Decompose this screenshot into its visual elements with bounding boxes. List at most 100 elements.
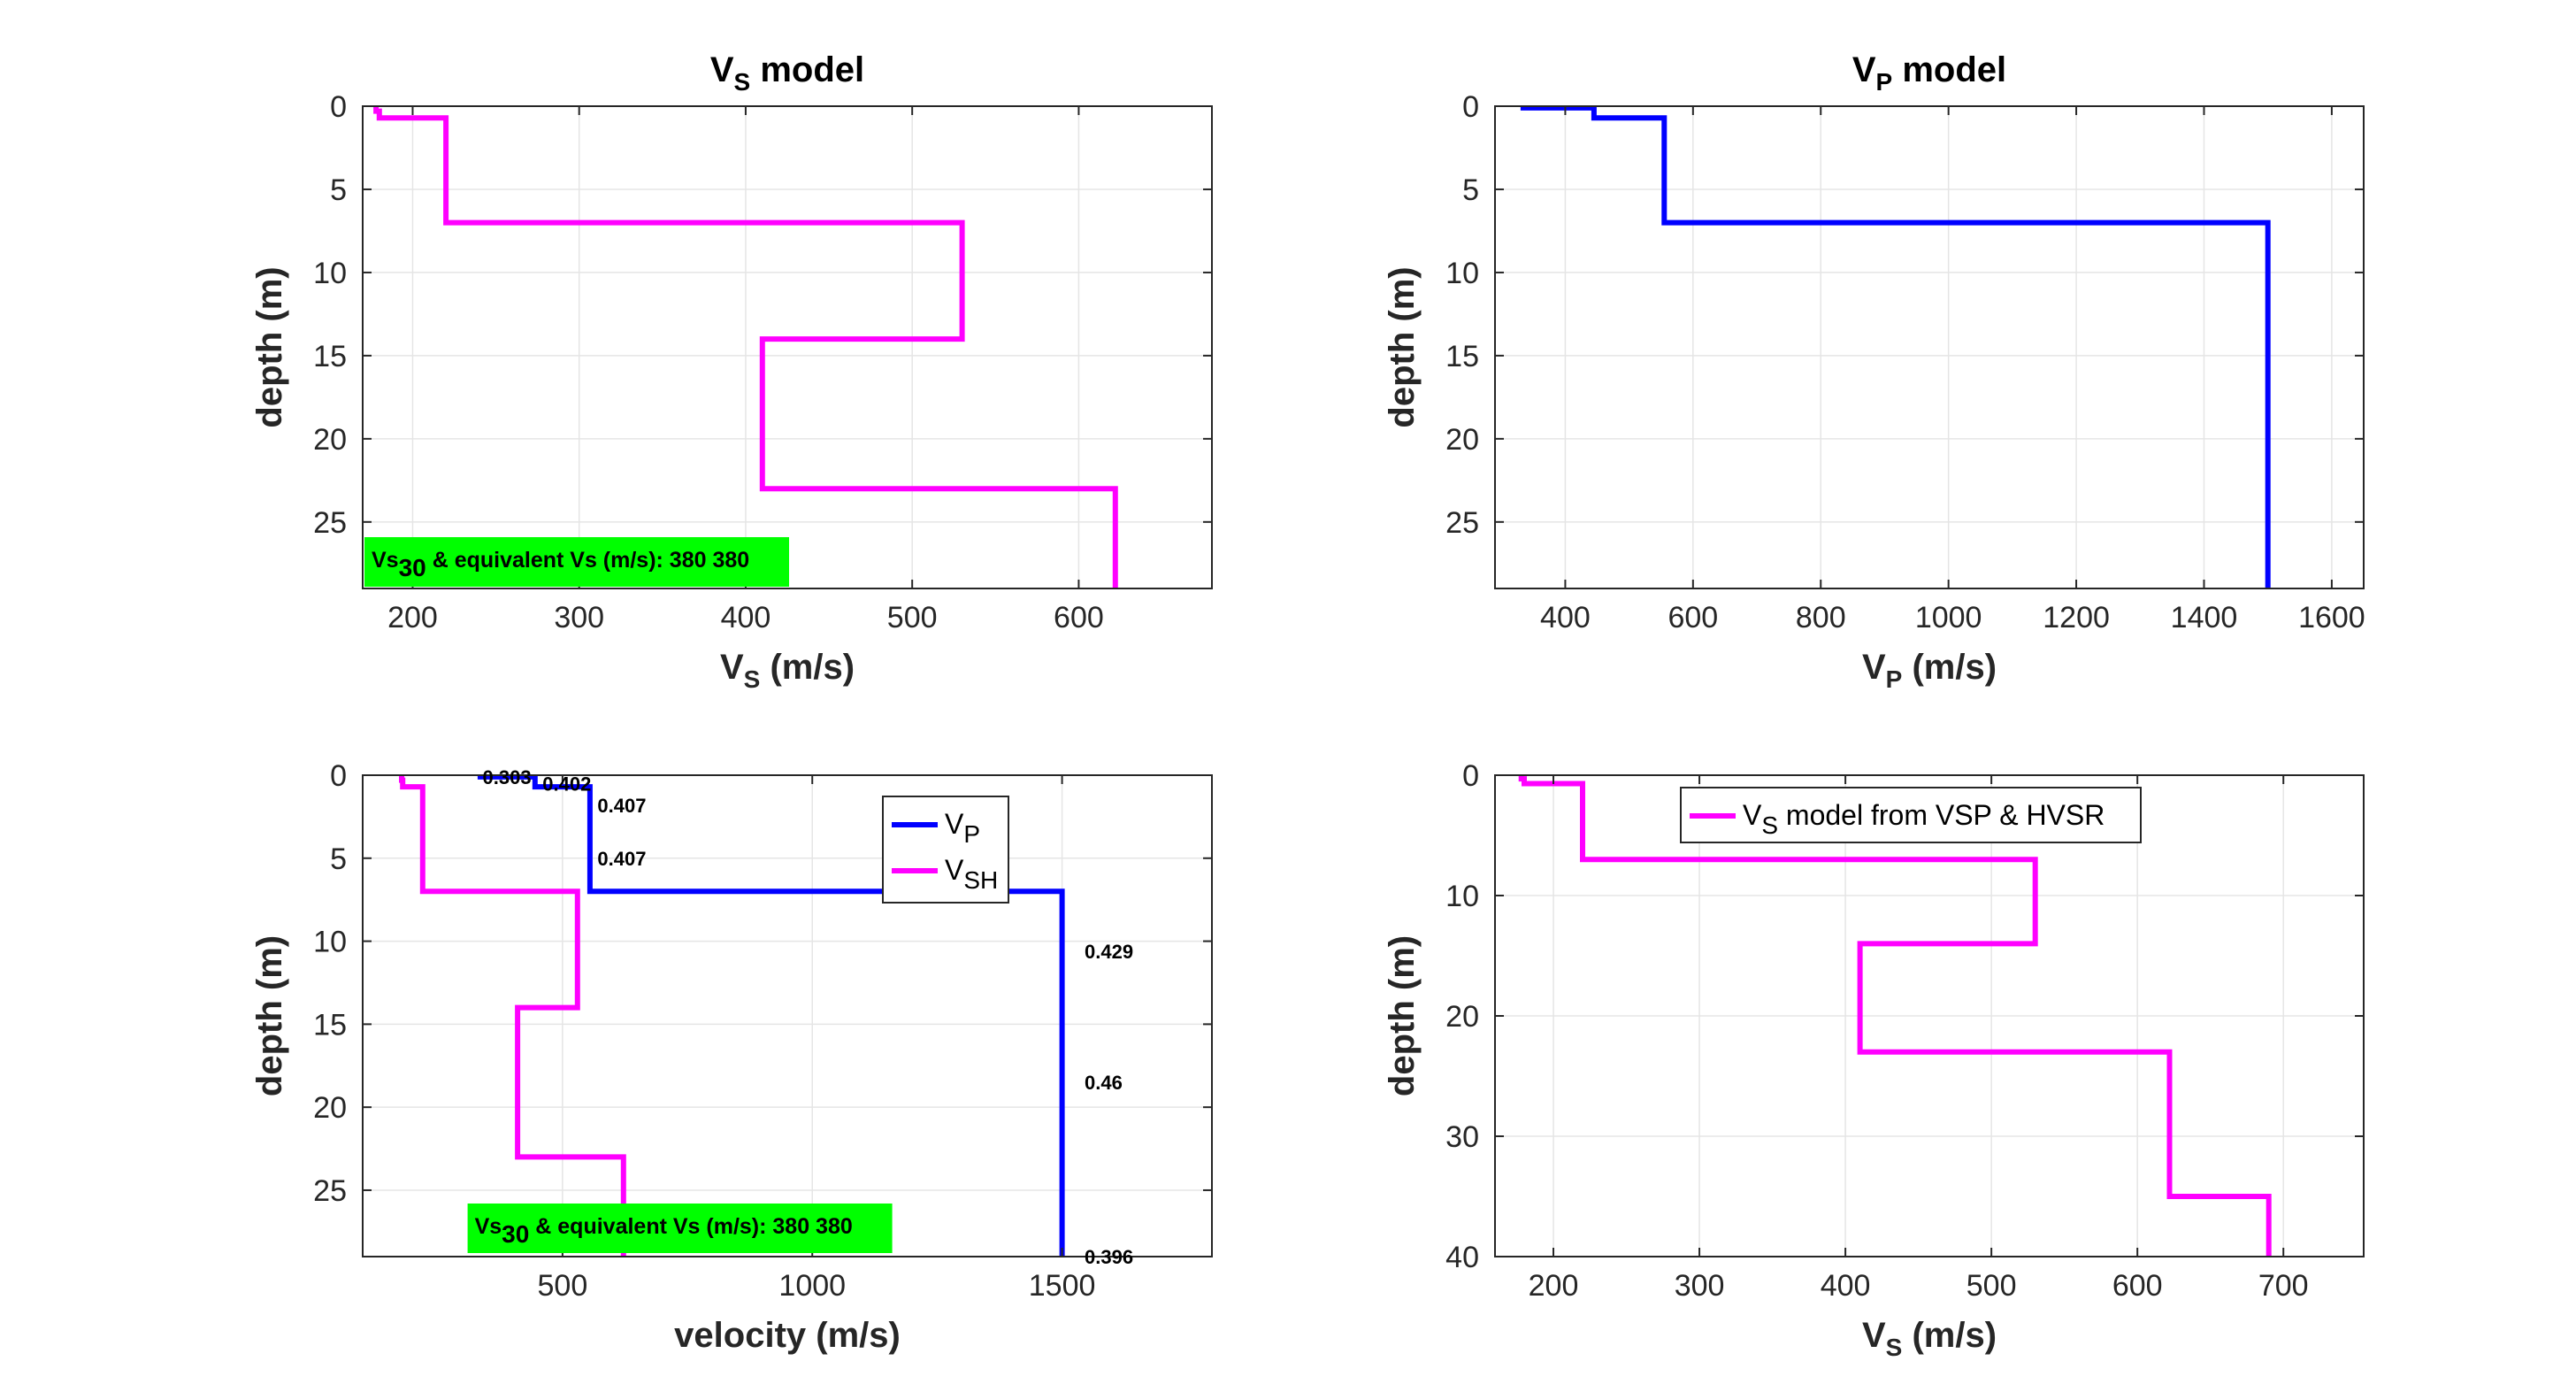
- x-axis-label-sub: S: [744, 665, 761, 693]
- y-tick-label: 20: [313, 423, 347, 457]
- x-axis-label: VP (m/s): [1862, 648, 1997, 693]
- data-annotation: 0.407: [597, 848, 646, 870]
- legend-label: VSH: [945, 854, 998, 894]
- x-axis-label-sub: S: [1886, 1334, 1903, 1361]
- series-line-1: [1520, 106, 2271, 588]
- plot-area: [1495, 106, 2364, 588]
- x-tick-label: 600: [2112, 1269, 2163, 1303]
- plot-area: [363, 775, 1212, 1257]
- legend-label: VP: [945, 808, 980, 848]
- x-tick-label: 400: [721, 601, 771, 634]
- x-tick-label: 1500: [1029, 1269, 1096, 1303]
- x-tick-label: 300: [554, 601, 604, 634]
- axes-frame: [1494, 105, 2365, 589]
- y-axis-label: depth (m): [250, 266, 289, 427]
- x-tick-label: 600: [1054, 601, 1104, 634]
- x-tick-label: 1600: [2298, 601, 2365, 634]
- vs30-box-label-main: Vs: [475, 1214, 502, 1239]
- series-line-1: [477, 775, 1065, 1257]
- legend-box: [1680, 787, 2142, 843]
- legend-label: VS model from VSP & HVSR: [1743, 799, 2104, 839]
- y-tick-label: 40: [1445, 1241, 1479, 1274]
- y-tick-label: 10: [313, 926, 347, 959]
- vs30-box: [467, 1204, 893, 1253]
- y-tick-label: 25: [1445, 506, 1479, 540]
- series-line-1: [1518, 775, 2272, 1257]
- y-tick-label: 0: [1462, 90, 1479, 124]
- x-axis-label-main: velocity (m/s): [674, 1316, 901, 1355]
- data-annotation: 0.407: [597, 795, 646, 817]
- vs30-box: [364, 537, 789, 587]
- x-tick-label: 1000: [778, 1269, 846, 1303]
- y-tick-label: 25: [313, 506, 347, 540]
- y-tick-label: 5: [330, 173, 347, 207]
- y-axis-label: depth (m): [1383, 935, 1422, 1096]
- y-axis-label: depth (m): [1383, 266, 1422, 427]
- x-tick-label: 400: [1540, 601, 1591, 634]
- y-tick-label: 25: [313, 1174, 347, 1208]
- y-axis-label: depth (m): [250, 935, 289, 1096]
- legend-label-sub: S: [1761, 811, 1778, 839]
- y-tick-label: 15: [313, 1008, 347, 1042]
- vs30-box-label-sub: 30: [502, 1220, 529, 1248]
- x-tick-label: 200: [387, 601, 438, 634]
- x-axis-label-main: V: [720, 648, 744, 687]
- x-tick-label: 200: [1529, 1269, 1579, 1303]
- x-axis-label-rest: (m/s): [1902, 648, 1997, 687]
- data-annotation: 0.396: [1085, 1246, 1133, 1268]
- chart-title-rest: model: [1892, 50, 2006, 89]
- y-tick-label: 20: [313, 1091, 347, 1125]
- data-annotation: 0.402: [542, 773, 591, 795]
- data-annotation: 0.46: [1085, 1072, 1123, 1094]
- x-tick-label: 1400: [2171, 601, 2238, 634]
- vs30-box-label-rest: & equivalent Vs (m/s): 380 380: [529, 1214, 852, 1239]
- x-tick-label: 800: [1796, 601, 1846, 634]
- x-tick-label: 1000: [1915, 601, 1982, 634]
- plot-area: [363, 106, 1212, 588]
- legend-box: [882, 796, 1009, 904]
- x-axis-label: VS (m/s): [1862, 1316, 1997, 1361]
- y-tick-label: 10: [1445, 880, 1479, 913]
- y-tick-label: 20: [1445, 1000, 1479, 1034]
- y-tick-label: 10: [313, 257, 347, 290]
- y-tick-label: 10: [1445, 257, 1479, 290]
- vs30-box-label-rest: & equivalent Vs (m/s): 380 380: [426, 548, 749, 573]
- y-tick-label: 5: [1462, 173, 1479, 207]
- x-axis-label-main: V: [1862, 648, 1886, 687]
- chart-title-main: V: [1852, 50, 1876, 89]
- series-line-1: [373, 106, 1118, 588]
- y-tick-label: 15: [313, 340, 347, 373]
- x-axis-label: VS (m/s): [720, 648, 855, 693]
- x-tick-label: 500: [887, 601, 938, 634]
- y-tick-label: 0: [330, 759, 347, 793]
- x-axis-label-sub: P: [1886, 665, 1903, 693]
- chart-title: VS model: [710, 50, 864, 96]
- y-tick-label: 15: [1445, 340, 1479, 373]
- chart-panel-3: 500 1000 1500 0 5 10 15 20 25 velocity (m/s) depth…: [250, 759, 1213, 1355]
- axes-frame: [362, 774, 1213, 1257]
- y-tick-label: 20: [1445, 423, 1479, 457]
- legend-label-main: V: [945, 854, 964, 886]
- vs30-box-label: Vs30 & equivalent Vs (m/s): 380 380: [475, 1214, 853, 1248]
- x-axis-label: velocity (m/s): [674, 1316, 901, 1355]
- x-tick-label: 600: [1668, 601, 1718, 634]
- data-annotation: 0.303: [483, 766, 532, 788]
- vs30-box-label-sub: 30: [399, 554, 426, 581]
- vs30-box-label-main: Vs: [372, 548, 399, 573]
- legend-label-sub: P: [963, 820, 980, 848]
- x-tick-label: 1200: [2043, 601, 2110, 634]
- legend-label-main: V: [1743, 799, 1762, 831]
- series-line-2: [399, 775, 626, 1257]
- y-tick-label: 30: [1445, 1120, 1479, 1154]
- chart-title-sub: S: [734, 68, 751, 96]
- legend-label-main: V: [945, 808, 964, 840]
- legend-label-sub: SH: [963, 866, 998, 894]
- x-axis-label-main: V: [1862, 1316, 1886, 1355]
- chart-title-sub: P: [1876, 68, 1893, 96]
- axes-frame: [362, 105, 1213, 589]
- x-tick-label: 500: [538, 1269, 588, 1303]
